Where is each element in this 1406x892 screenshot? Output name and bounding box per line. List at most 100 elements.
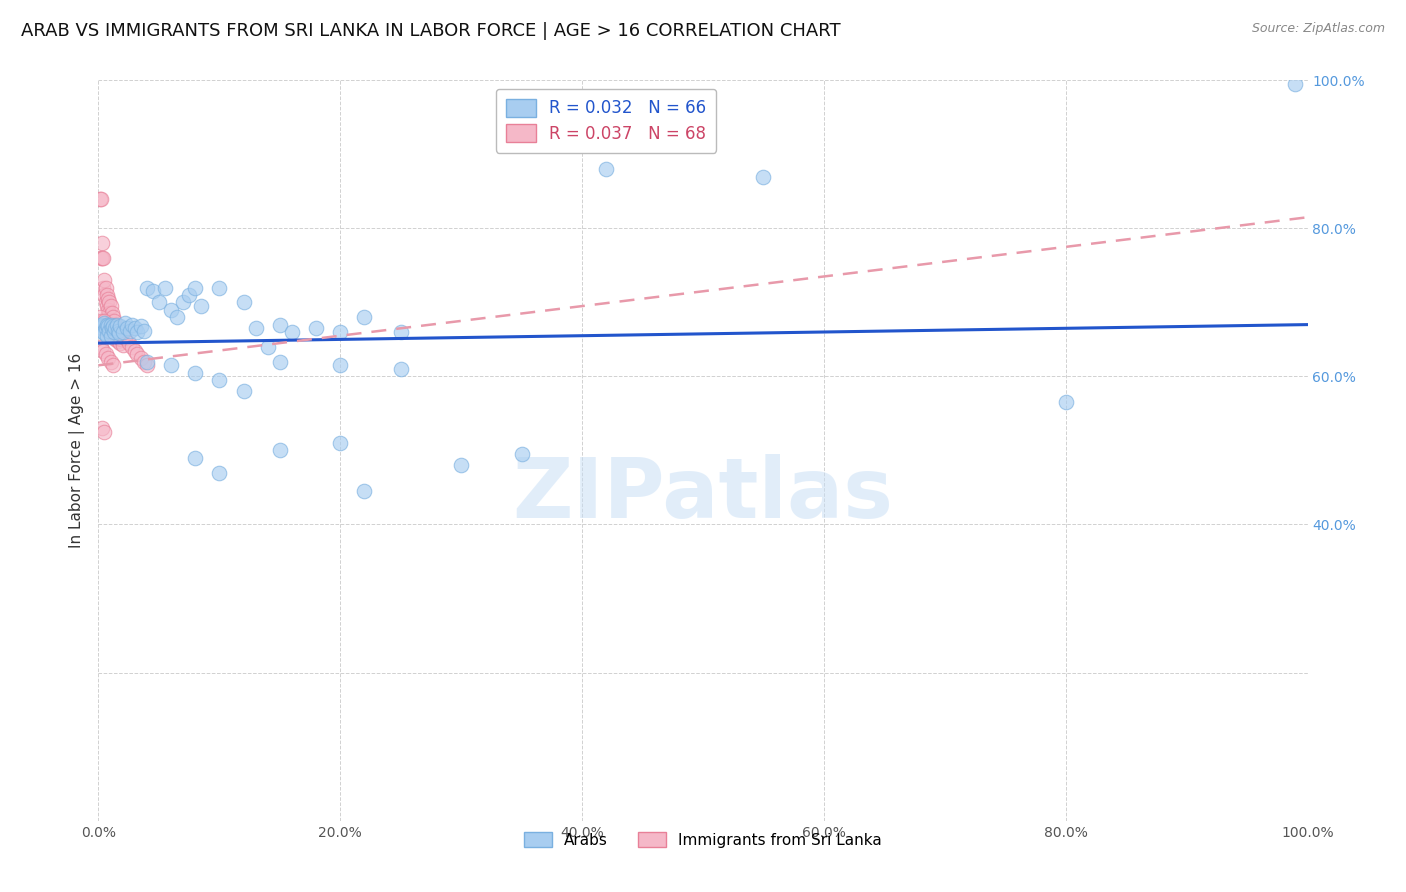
- Point: [91, 421, 114, 435]
- Point: [256, 340, 278, 354]
- Point: [108, 326, 131, 341]
- Point: [93, 425, 115, 439]
- Point: [90, 318, 112, 332]
- Point: [100, 354, 122, 368]
- Point: [1284, 77, 1306, 91]
- Point: [148, 295, 170, 310]
- Point: [329, 325, 352, 339]
- Point: [153, 280, 176, 294]
- Point: [353, 484, 375, 499]
- Point: [105, 332, 128, 346]
- Point: [104, 318, 127, 332]
- Point: [160, 302, 183, 317]
- Point: [90, 314, 112, 328]
- Point: [208, 280, 231, 294]
- Point: [166, 310, 188, 325]
- Point: [111, 326, 134, 341]
- Point: [118, 324, 141, 338]
- Point: [129, 319, 152, 334]
- Point: [97, 302, 120, 317]
- Point: [103, 325, 125, 339]
- Point: [305, 321, 328, 335]
- Point: [134, 354, 156, 368]
- Point: [104, 332, 127, 346]
- Point: [91, 321, 114, 335]
- Point: [100, 299, 122, 313]
- Point: [96, 318, 118, 332]
- Point: [232, 384, 254, 399]
- Point: [93, 314, 115, 328]
- Point: [160, 359, 183, 373]
- Point: [389, 362, 412, 376]
- Point: [97, 292, 120, 306]
- Point: [208, 373, 231, 387]
- Point: [100, 318, 122, 332]
- Point: [89, 310, 111, 325]
- Point: [91, 319, 114, 334]
- Point: [103, 325, 125, 339]
- Point: [94, 295, 117, 310]
- Text: ZIPatlas: ZIPatlas: [513, 454, 893, 535]
- Point: [179, 288, 201, 302]
- Point: [142, 285, 165, 299]
- Point: [281, 325, 304, 339]
- Point: [114, 316, 136, 330]
- Point: [101, 310, 124, 325]
- Point: [135, 280, 157, 294]
- Point: [96, 328, 118, 343]
- Point: [91, 318, 114, 332]
- Point: [100, 314, 122, 328]
- Point: [91, 251, 114, 265]
- Point: [114, 331, 136, 345]
- Point: [111, 325, 134, 339]
- Point: [98, 324, 121, 338]
- Point: [127, 325, 149, 339]
- Point: [100, 326, 122, 341]
- Point: [232, 295, 254, 310]
- Point: [93, 273, 115, 287]
- Point: [129, 351, 152, 365]
- Point: [105, 318, 128, 332]
- Point: [172, 295, 194, 310]
- Point: [190, 299, 212, 313]
- Point: [108, 331, 131, 345]
- Point: [450, 458, 472, 473]
- Point: [107, 324, 129, 338]
- Point: [98, 306, 121, 320]
- Point: [1054, 395, 1077, 409]
- Point: [94, 321, 117, 335]
- Point: [107, 325, 129, 339]
- Point: [105, 321, 128, 335]
- Point: [208, 466, 231, 480]
- Point: [94, 321, 117, 335]
- Point: [91, 251, 114, 265]
- Point: [269, 318, 291, 332]
- Point: [101, 319, 124, 334]
- Point: [595, 162, 617, 177]
- Point: [353, 310, 375, 325]
- Point: [104, 328, 127, 343]
- Point: [103, 325, 125, 339]
- Point: [184, 450, 207, 465]
- Text: Source: ZipAtlas.com: Source: ZipAtlas.com: [1251, 22, 1385, 36]
- Point: [101, 328, 124, 343]
- Point: [134, 324, 156, 338]
- Point: [121, 340, 143, 354]
- Point: [94, 280, 117, 294]
- Y-axis label: In Labor Force | Age > 16: In Labor Force | Age > 16: [69, 353, 86, 548]
- Point: [117, 321, 139, 335]
- Point: [91, 280, 114, 294]
- Point: [93, 326, 115, 341]
- Point: [105, 328, 128, 343]
- Point: [111, 338, 134, 352]
- Point: [121, 318, 143, 332]
- Point: [93, 316, 115, 330]
- Point: [91, 325, 114, 339]
- Point: [96, 299, 118, 313]
- Point: [97, 319, 120, 334]
- Point: [118, 336, 141, 351]
- Point: [89, 192, 111, 206]
- Point: [127, 347, 149, 361]
- Point: [269, 443, 291, 458]
- Point: [91, 343, 114, 358]
